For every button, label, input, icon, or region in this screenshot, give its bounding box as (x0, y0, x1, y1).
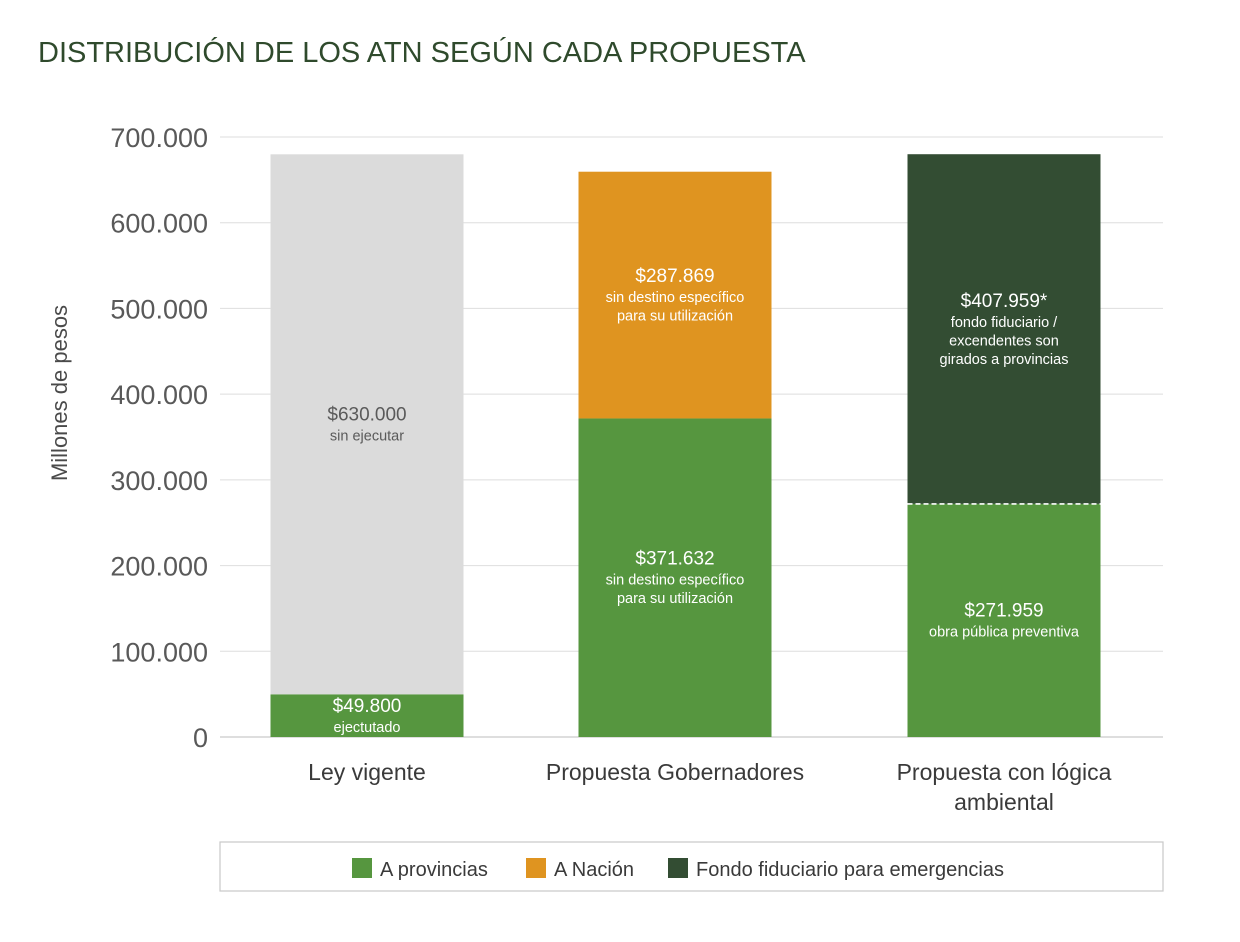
legend-label: Fondo fiduciario para emergencias (696, 859, 1004, 881)
bars: $49.800 ejectutado $630.000 sin ejecutar $37… (270, 154, 1101, 737)
x-tick-label: ambiental (954, 789, 1054, 815)
y-tick-label: 700.000 (110, 123, 208, 153)
data-label: $630.000 (327, 405, 406, 426)
y-tick-label: 100.000 (110, 637, 208, 667)
data-label-description: obra pública preventiva (929, 625, 1080, 641)
data-label: $271.959 (964, 601, 1043, 622)
legend-swatch (526, 858, 546, 878)
data-label-description: para su utilización (617, 309, 733, 325)
bar-segment (907, 154, 1101, 504)
data-label: $49.800 (333, 696, 402, 717)
y-axis-ticks: 0 100.000 200.000 300.000 400.000 500.000 600.… (110, 123, 208, 753)
x-tick-label: Ley vigente (308, 759, 426, 785)
y-tick-label: 600.000 (110, 209, 208, 239)
y-tick-label: 200.000 (110, 552, 208, 582)
bar-segment (270, 694, 464, 737)
legend-box (219, 841, 1164, 892)
legend-label: A provincias (380, 859, 488, 881)
x-tick-label: Propuesta con lógica (897, 759, 1112, 785)
y-tick-label: 300.000 (110, 466, 208, 496)
data-label: $407.959* (961, 291, 1048, 312)
data-label-description: fondo fiduciario / (951, 315, 1058, 331)
data-label-description: sin destino específico (606, 290, 745, 306)
data-label-description: para su utilización (617, 591, 733, 607)
data-label-description: sin destino específico (606, 573, 745, 589)
legend-label: A Nación (554, 859, 634, 881)
legend: A provincias A Nación Fondo fiduciario par… (219, 841, 1164, 892)
y-tick-label: 400.000 (110, 380, 208, 410)
x-axis-labels: Ley vigente Propuesta Gobernadores Propues… (308, 759, 1111, 815)
data-label: $371.632 (635, 549, 714, 570)
bar-segment (578, 171, 772, 419)
data-label-description: sin ejecutar (330, 429, 404, 445)
bar-segment (270, 154, 464, 695)
legend-swatch (352, 858, 372, 878)
y-axis-label: Millones de pesos (47, 305, 72, 481)
bar-segment (578, 418, 772, 737)
data-label-description: excendentes son (949, 333, 1059, 349)
chart-title: DISTRIBUCIÓN DE LOS ATN SEGÚN CADA PROPU… (38, 36, 806, 69)
data-label: $287.869 (635, 266, 714, 287)
data-label-description: ejectutado (334, 720, 401, 736)
x-tick-label: Propuesta Gobernadores (546, 759, 804, 785)
data-label-description: girados a provincias (940, 352, 1069, 368)
bar-segment (907, 503, 1101, 737)
y-tick-label: 0 (193, 723, 208, 753)
y-tick-label: 500.000 (110, 294, 208, 324)
legend-swatch (668, 858, 688, 878)
